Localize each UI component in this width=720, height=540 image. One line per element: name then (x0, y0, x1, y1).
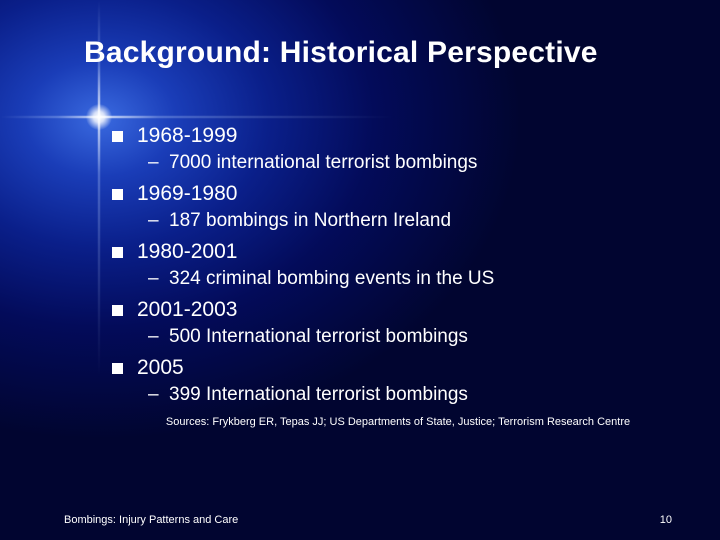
period-label: 1969-1980 (137, 182, 237, 206)
square-bullet-icon (112, 363, 123, 374)
dash-icon: – (148, 268, 159, 289)
period-label: 1980-2001 (137, 240, 237, 264)
list-item: 2005 – 399 International terrorist bombi… (112, 356, 672, 406)
detail-text: 7000 international terrorist bombings (169, 152, 477, 173)
list-item: 2001-2003 – 500 International terrorist … (112, 298, 672, 348)
list-item: 1980-2001 – 324 criminal bombing events … (112, 240, 672, 290)
dash-icon: – (148, 326, 159, 347)
list-item: 1968-1999 – 7000 international terrorist… (112, 124, 672, 174)
square-bullet-icon (112, 305, 123, 316)
detail-text: 500 International terrorist bombings (169, 326, 468, 347)
slide-footer: Bombings: Injury Patterns and Care 10 (64, 514, 672, 526)
period-label: 2005 (137, 356, 184, 380)
period-label: 1968-1999 (137, 124, 237, 148)
dash-icon: – (148, 152, 159, 173)
square-bullet-icon (112, 131, 123, 142)
square-bullet-icon (112, 189, 123, 200)
square-bullet-icon (112, 247, 123, 258)
list-item: 1969-1980 – 187 bombings in Northern Ire… (112, 182, 672, 232)
sources-line: Sources: Frykberg ER, Tepas JJ; US Depar… (124, 416, 672, 428)
dash-icon: – (148, 210, 159, 231)
detail-text: 187 bombings in Northern Ireland (169, 210, 451, 231)
slide: Background: Historical Perspective 1968-… (0, 0, 720, 540)
footer-left: Bombings: Injury Patterns and Care (64, 514, 238, 526)
detail-text: 324 criminal bombing events in the US (169, 268, 494, 289)
dash-icon: – (148, 384, 159, 405)
slide-title: Background: Historical Perspective (84, 36, 672, 70)
detail-text: 399 International terrorist bombings (169, 384, 468, 405)
period-label: 2001-2003 (137, 298, 237, 322)
bullet-list: 1968-1999 – 7000 international terrorist… (112, 124, 672, 406)
page-number: 10 (660, 514, 672, 526)
